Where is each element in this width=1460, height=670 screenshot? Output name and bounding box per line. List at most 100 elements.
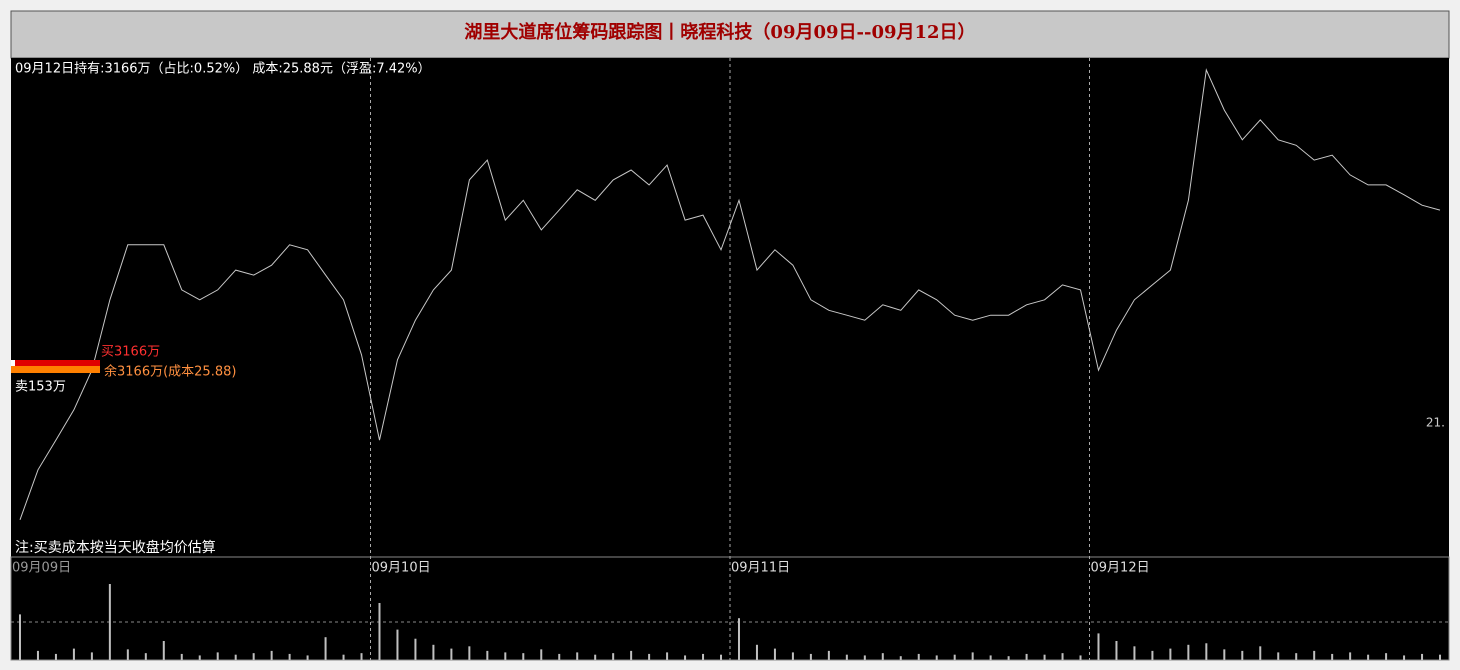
volume-bar (1313, 650, 1316, 660)
volume-bar (737, 618, 740, 660)
price-line (19, 68, 1441, 520)
buy-bar (11, 360, 100, 366)
volume-bar (1349, 652, 1352, 660)
volume-bar (180, 653, 183, 660)
volume-bar (845, 654, 848, 660)
volume-bar (630, 650, 633, 660)
volume-bar (702, 653, 705, 660)
volume-bar (612, 653, 615, 660)
volume-bar (576, 652, 579, 660)
volume-bar (1277, 652, 1280, 660)
volume-bar (90, 652, 93, 660)
volume-bar (666, 652, 669, 660)
volume-bar (1241, 650, 1244, 660)
remain-label: 余3166万(成本25.88) (104, 364, 236, 380)
volume-bar (1007, 656, 1010, 660)
volume-bar (216, 652, 219, 660)
volume-bar (198, 655, 201, 660)
volume-bar (594, 654, 597, 660)
date-label: 09月11日 (731, 561, 790, 576)
volume-bar (306, 655, 309, 660)
volume-bar (1331, 653, 1334, 660)
volume-bar (18, 614, 21, 660)
volume-bar (791, 652, 794, 660)
volume-bar (935, 655, 938, 660)
volume-bar (450, 648, 453, 660)
volume-bar (1061, 653, 1064, 660)
plot: 09月09日 09月10日 09月11日 09月12日 21. (11, 58, 1449, 660)
volume-bar (522, 653, 525, 660)
volume-bar (1097, 633, 1100, 660)
volume-bar (1403, 655, 1406, 660)
volume-bar (881, 653, 884, 660)
note-text: 注:买卖成本按当天收盘均价估算 (15, 539, 216, 556)
volume-bar (1385, 653, 1388, 660)
remain-bar (11, 366, 100, 373)
date-label: 09月12日 (1091, 561, 1150, 576)
volume-bar (953, 654, 956, 660)
volume-bar (162, 641, 165, 660)
volume-bar (540, 649, 543, 660)
volume-bar (144, 653, 147, 660)
volume-bar (342, 654, 345, 660)
volume-bar (1133, 646, 1136, 660)
volume-bar (72, 648, 75, 660)
volume-bar (36, 650, 39, 660)
volume-bar (378, 603, 381, 660)
volume-bar (989, 655, 992, 660)
volume-bar (126, 649, 129, 660)
volume-bar (324, 637, 327, 660)
volume-bar (1295, 653, 1298, 660)
volume-bar (1205, 643, 1208, 660)
volume-bar (971, 652, 974, 660)
volume-bar (558, 653, 561, 660)
volume-bar (1439, 654, 1442, 660)
volume-bar (684, 655, 687, 660)
volume-bar (432, 644, 435, 660)
info-text: 09月12日持有:3166万（占比:0.52%） 成本:25.88元（浮盈:7.… (15, 62, 431, 77)
volume-bar (827, 650, 830, 660)
chart-title: 湖里大道席位筹码跟踪图丨晓程科技（09月09日--09月12日） (464, 21, 975, 43)
volume-bar (755, 644, 758, 660)
volume-bar (1421, 653, 1424, 660)
volume-bar (720, 654, 723, 660)
y-tick-label: 21. (1426, 416, 1445, 430)
volume-bar (1169, 648, 1172, 660)
volume-bar (773, 648, 776, 660)
volume-bar (54, 653, 57, 660)
volume-bar (1079, 655, 1082, 660)
volume-bar (468, 646, 471, 660)
date-label: 09月10日 (372, 561, 431, 576)
volume-bar (360, 653, 363, 660)
volume-bar (396, 629, 399, 660)
volume-bar (863, 655, 866, 660)
volume-bar (486, 650, 489, 660)
sell-label: 卖153万 (15, 380, 66, 395)
volume-bar (252, 653, 255, 660)
sell-bar (11, 360, 15, 366)
date-label: 09月09日 (12, 561, 71, 576)
volume-bar (1151, 650, 1154, 660)
volume-bar (917, 653, 920, 660)
title-bar (10, 10, 1450, 59)
volume-bar (1115, 641, 1118, 660)
volume-bar (108, 584, 111, 660)
volume-bar (504, 652, 507, 660)
volume-bar (1367, 654, 1370, 660)
volume-panel (10, 556, 1450, 661)
volume-bar (414, 638, 417, 660)
volume-bar (809, 653, 812, 660)
volume-bar (288, 653, 291, 660)
volume-bar (1259, 646, 1262, 660)
volume-bar (1223, 649, 1226, 660)
buy-label: 买3166万 (101, 345, 160, 360)
volume-bar (648, 653, 651, 660)
volume-bar (1187, 644, 1190, 660)
volume-bar (1043, 654, 1046, 660)
volume-bar (1025, 653, 1028, 660)
volume-bar (270, 650, 273, 660)
volume-bar (899, 656, 902, 660)
volume-bar (234, 654, 237, 660)
